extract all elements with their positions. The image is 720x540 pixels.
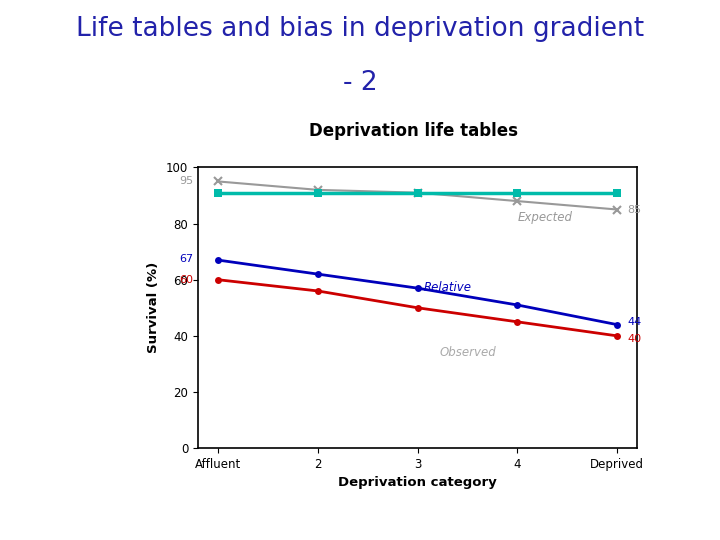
Text: 60: 60 <box>179 275 193 285</box>
Y-axis label: Survival (%): Survival (%) <box>148 262 161 353</box>
X-axis label: Deprivation category: Deprivation category <box>338 476 497 489</box>
Text: Life tables and bias in deprivation gradient: Life tables and bias in deprivation grad… <box>76 16 644 42</box>
Text: Expected: Expected <box>518 211 572 224</box>
Text: - 2: - 2 <box>343 70 377 96</box>
Text: 95: 95 <box>179 177 193 186</box>
Text: 85: 85 <box>627 205 642 214</box>
Text: Observed: Observed <box>439 346 496 359</box>
Text: Relative: Relative <box>423 281 472 294</box>
Text: 67: 67 <box>179 254 193 264</box>
Text: 40: 40 <box>627 334 642 343</box>
Text: 44: 44 <box>627 317 642 327</box>
Text: Deprivation life tables: Deprivation life tables <box>310 123 518 140</box>
